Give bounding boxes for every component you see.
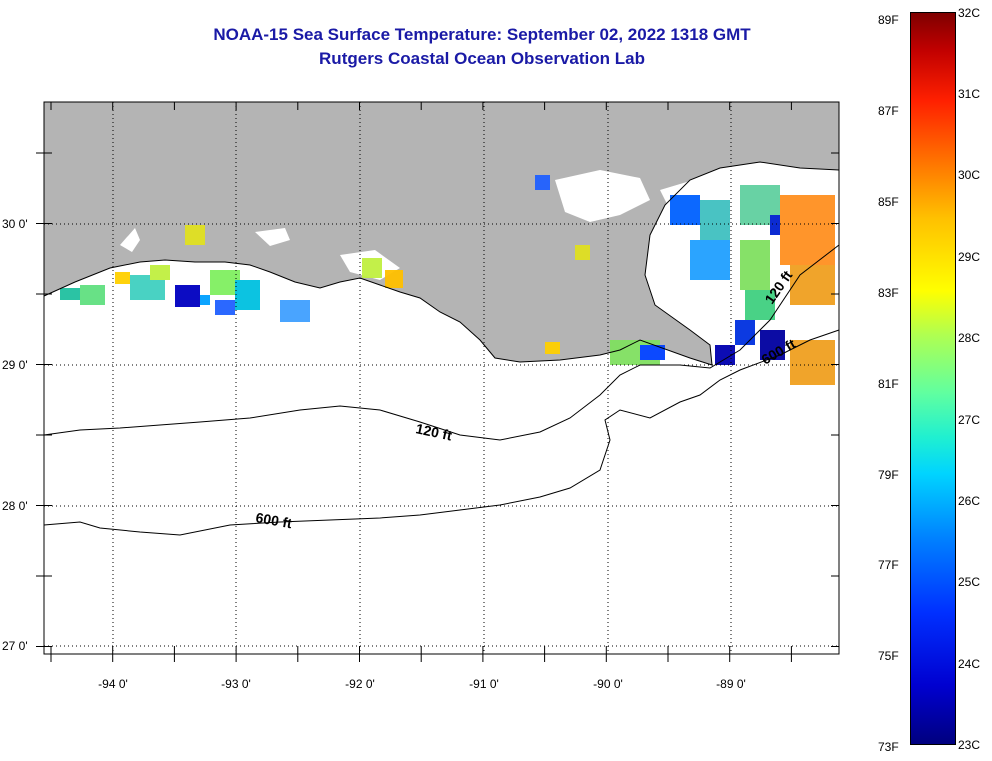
graticule — [44, 102, 839, 654]
map-frame — [43, 101, 840, 655]
coastline — [43, 161, 840, 366]
contour-label-600ft-west: 600 ft — [254, 509, 293, 531]
colorbar-c-label: 26C — [958, 494, 981, 508]
lon-label: -93 0' — [221, 677, 251, 691]
colorbar-f-label: 79F — [878, 468, 899, 482]
colorbar-c-label: 30C — [958, 168, 981, 182]
lon-label: -94 0' — [98, 677, 128, 691]
lon-label: -92 0' — [345, 677, 375, 691]
lon-label: -91 0' — [469, 677, 499, 691]
colorbar-c-label: 29C — [958, 250, 981, 264]
lon-label: -90 0' — [593, 677, 623, 691]
map-title: NOAA-15 Sea Surface Temperature: Septemb… — [213, 25, 751, 44]
cloud-patch — [555, 170, 650, 222]
colorbar-f-label: 75F — [878, 649, 899, 663]
colorbar-f-label: 81F — [878, 377, 899, 391]
lat-label: 28 0' — [2, 499, 28, 513]
colorbar-c-label: 32C — [958, 6, 981, 20]
colorbar-c-label: 25C — [958, 575, 981, 589]
lon-label: -89 0' — [716, 677, 746, 691]
colorbar-c-label: 27C — [958, 413, 981, 427]
map-subtitle: Rutgers Coastal Ocean Observation Lab — [319, 49, 645, 68]
colorbar-f-label: 85F — [878, 195, 899, 209]
colorbar-f-label: 83F — [878, 286, 899, 300]
lat-label: 30 0' — [2, 217, 28, 231]
colorbar-f-label: 89F — [878, 13, 899, 27]
temperature-colorbar — [910, 12, 956, 745]
contour-600ft — [43, 329, 840, 536]
axis-ticks — [36, 102, 839, 662]
colorbar-c-label: 23C — [958, 738, 981, 752]
cloud-patch — [255, 228, 290, 246]
land-mass — [44, 102, 839, 365]
colorbar-c-label: 24C — [958, 657, 981, 671]
contour-120ft — [43, 244, 840, 441]
colorbar-f-label: 87F — [878, 104, 899, 118]
lat-label: 29 0' — [2, 358, 28, 372]
colorbar-c-label: 28C — [958, 331, 981, 345]
colorbar-f-label: 73F — [878, 740, 899, 754]
cloud-patch — [120, 228, 140, 252]
colorbar-c-label: 31C — [958, 87, 981, 101]
contour-label-120ft-west: 120 ft — [414, 420, 453, 443]
colorbar-f-label: 77F — [878, 558, 899, 572]
lat-label: 27 0' — [2, 639, 28, 653]
